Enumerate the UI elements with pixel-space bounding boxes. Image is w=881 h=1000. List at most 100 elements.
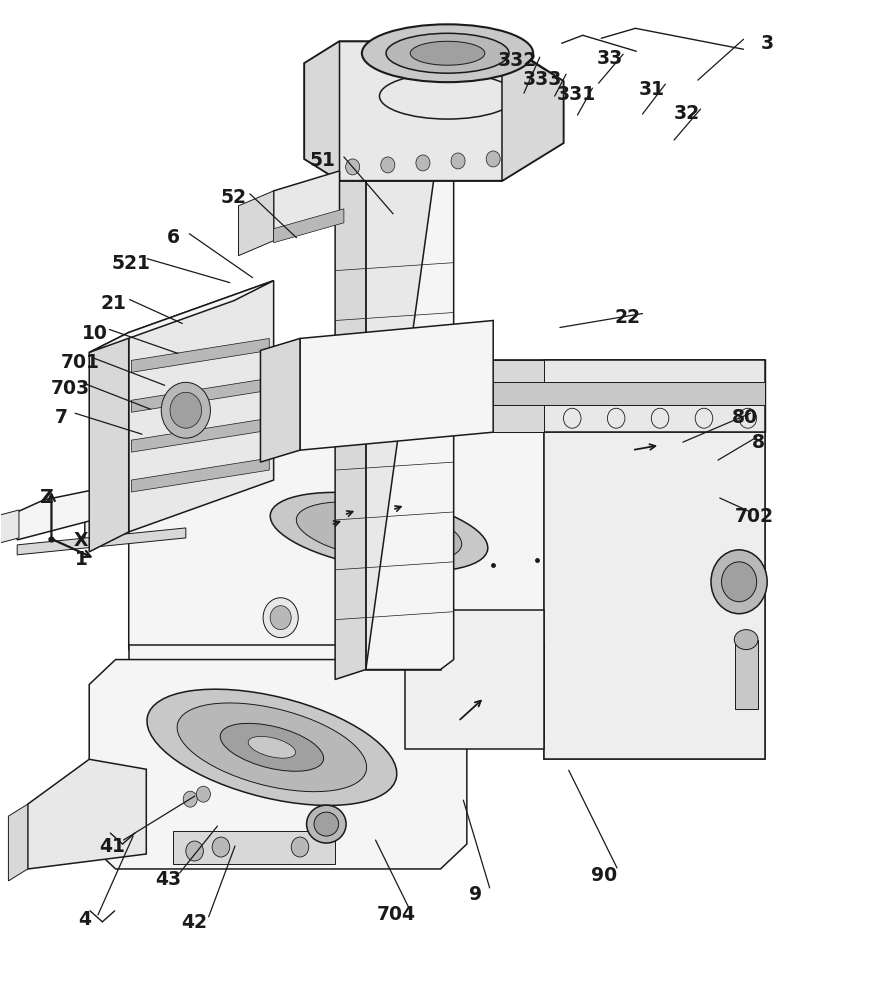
Text: 701: 701 [61,353,100,372]
Polygon shape [131,418,270,452]
Polygon shape [85,360,766,545]
Polygon shape [173,831,335,864]
Text: 703: 703 [50,379,90,398]
Polygon shape [274,171,339,241]
Polygon shape [502,43,564,181]
Circle shape [292,837,308,857]
Circle shape [186,841,204,861]
Text: 80: 80 [732,408,759,427]
Circle shape [263,598,299,638]
Polygon shape [89,660,467,869]
Polygon shape [366,131,440,670]
Circle shape [739,408,757,428]
Circle shape [170,392,202,428]
Polygon shape [18,528,186,555]
Polygon shape [89,332,129,552]
Ellipse shape [314,812,338,836]
Circle shape [270,606,292,630]
Circle shape [651,408,669,428]
Polygon shape [405,610,544,749]
Circle shape [212,837,230,857]
Text: 22: 22 [615,308,640,327]
Polygon shape [9,804,27,881]
Polygon shape [348,360,544,432]
Polygon shape [304,41,564,181]
Polygon shape [735,640,759,709]
Polygon shape [348,360,766,432]
Ellipse shape [734,630,758,650]
Ellipse shape [386,33,509,73]
Ellipse shape [296,502,462,562]
Text: 4: 4 [78,910,92,929]
Text: 31: 31 [639,80,665,99]
Text: 42: 42 [181,913,208,932]
Ellipse shape [411,41,485,65]
Text: 521: 521 [112,254,151,273]
Ellipse shape [307,805,346,843]
Text: Z: Z [40,488,53,507]
Ellipse shape [270,492,488,571]
Polygon shape [131,458,270,492]
Polygon shape [239,191,274,256]
Polygon shape [89,281,274,352]
Circle shape [711,550,767,614]
Text: 3: 3 [760,34,774,53]
Polygon shape [129,645,544,739]
Polygon shape [129,281,274,532]
Polygon shape [131,378,270,412]
Text: 333: 333 [522,70,562,89]
Ellipse shape [220,723,323,771]
Text: 702: 702 [735,507,774,526]
Text: 21: 21 [100,294,127,313]
Polygon shape [300,320,493,450]
Text: 90: 90 [591,866,617,885]
Polygon shape [129,360,544,650]
Polygon shape [18,482,131,540]
Text: 1: 1 [75,550,88,569]
Circle shape [161,382,211,438]
Polygon shape [366,121,454,670]
Text: 52: 52 [220,188,247,207]
Text: 332: 332 [497,51,537,70]
Polygon shape [544,432,766,759]
Text: 8: 8 [751,433,765,452]
Text: 6: 6 [167,228,180,247]
Ellipse shape [248,736,295,758]
Text: 33: 33 [596,49,623,68]
Circle shape [345,159,359,175]
Circle shape [486,151,500,167]
Ellipse shape [380,73,515,119]
Circle shape [196,786,211,802]
Text: X: X [74,531,89,550]
Polygon shape [544,360,766,759]
Text: 9: 9 [469,885,482,904]
Text: 704: 704 [377,905,416,924]
Polygon shape [27,759,146,869]
Circle shape [416,155,430,171]
Polygon shape [348,382,766,405]
Ellipse shape [147,689,396,805]
Ellipse shape [362,24,533,82]
Polygon shape [274,209,344,243]
Circle shape [695,408,713,428]
Text: 41: 41 [99,837,125,856]
Ellipse shape [177,703,366,792]
Polygon shape [131,338,270,372]
Circle shape [381,157,395,173]
Polygon shape [335,131,366,680]
Text: 32: 32 [673,104,700,123]
Circle shape [451,153,465,169]
Text: 7: 7 [55,408,68,427]
Circle shape [564,408,581,428]
Text: 10: 10 [82,324,107,343]
Polygon shape [0,510,19,545]
Circle shape [183,791,197,807]
Polygon shape [304,41,339,181]
Text: 331: 331 [557,85,596,104]
Text: 51: 51 [310,151,336,170]
Circle shape [722,562,757,602]
Circle shape [607,408,625,428]
Ellipse shape [344,519,414,545]
Text: 43: 43 [155,870,181,889]
Polygon shape [261,338,300,462]
